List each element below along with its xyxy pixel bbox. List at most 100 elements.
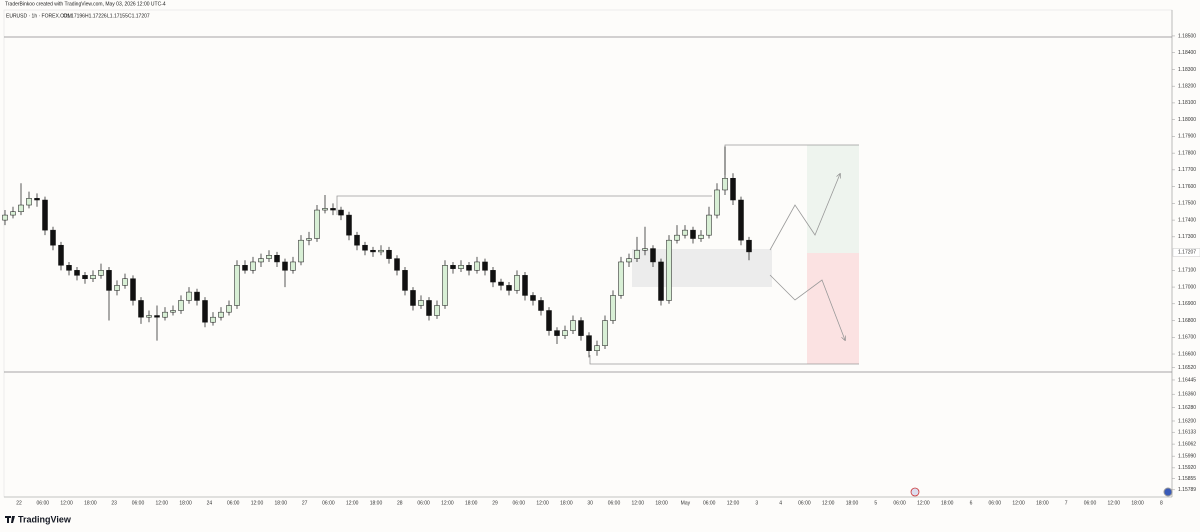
x-tick-label: 12:00	[1108, 500, 1121, 506]
candle-body	[658, 261, 664, 301]
settings-icon[interactable]	[1163, 487, 1173, 497]
y-tick-label: 1.16445	[1178, 377, 1196, 383]
candle-body	[666, 239, 672, 301]
logo: TradingView	[18, 514, 72, 524]
candle-body	[226, 305, 232, 313]
candle-body	[434, 305, 440, 316]
x-tick-label: 18:00	[84, 500, 97, 506]
x-tick-label: 12:00	[1012, 500, 1025, 506]
x-tick-label: 28	[397, 500, 403, 506]
x-tick-label: 18:00	[846, 500, 859, 506]
candle-body	[50, 229, 56, 246]
x-tick-label: 12:00	[632, 500, 645, 506]
candle-body	[506, 285, 512, 291]
candle-body	[722, 177, 728, 191]
y-tick-label: 1.18300	[1178, 67, 1196, 73]
plot-area	[3, 9, 1173, 498]
candle-body	[290, 261, 296, 271]
candle-body	[146, 315, 152, 318]
ohlc-close: C1.17207	[128, 13, 150, 19]
candle-body	[458, 265, 464, 269]
x-tick-label: 6	[970, 500, 973, 506]
candle-body	[634, 249, 640, 259]
candle-body	[378, 249, 384, 253]
candle-body	[354, 234, 360, 246]
y-tick-label: 1.18000	[1178, 117, 1196, 123]
candle-body	[34, 198, 40, 201]
target-zone	[807, 145, 859, 253]
candle-body	[90, 275, 96, 279]
candle-body	[562, 330, 568, 336]
x-tick-label: 12:00	[441, 500, 454, 506]
y-tick-label: 1.15920	[1178, 465, 1196, 471]
x-tick-label: 12:00	[251, 500, 264, 506]
x-tick-label: 06:00	[893, 500, 906, 506]
y-tick-label: 1.16700	[1178, 335, 1196, 341]
y-tick-label: 1.18500	[1178, 33, 1196, 39]
candle-body	[330, 208, 336, 211]
candle-body	[490, 270, 496, 283]
candle-body	[314, 209, 320, 239]
y-tick-label: 1.16600	[1178, 351, 1196, 357]
y-tick-label: 1.16133	[1178, 430, 1196, 436]
y-tick-label: 1.15789	[1178, 487, 1196, 493]
x-tick-label: 24	[207, 500, 213, 506]
candle-body	[210, 316, 216, 323]
x-tick-label: 06:00	[417, 500, 430, 506]
candle-body	[138, 300, 144, 318]
x-tick-label: 30	[587, 500, 593, 506]
candle-body	[306, 238, 312, 241]
y-tick-label: 1.16520	[1178, 365, 1196, 371]
path-up	[769, 174, 840, 251]
candle-body	[610, 295, 616, 321]
x-tick-label: 18:00	[370, 500, 383, 506]
y-tick-label: 1.18400	[1178, 50, 1196, 56]
candle-body	[298, 239, 304, 263]
x-tick-label: 22	[16, 500, 22, 506]
path-down	[769, 274, 845, 340]
candle-body	[682, 229, 688, 236]
x-tick-label: 06:00	[703, 500, 716, 506]
candle-body	[122, 278, 128, 286]
candle-body	[282, 261, 288, 271]
x-tick-label: 06:00	[37, 500, 50, 506]
x-tick-label: 12:00	[536, 500, 549, 506]
candle-body	[746, 239, 752, 253]
y-tick-label: 1.16062	[1178, 441, 1196, 447]
candle-body	[82, 275, 88, 279]
candle-body	[266, 255, 272, 259]
candle-body	[570, 320, 576, 331]
logo-icon	[5, 516, 15, 523]
y-tick-label: 1.17100	[1178, 268, 1196, 274]
candle-body	[442, 265, 448, 306]
candle-body	[162, 311, 168, 318]
x-tick-label: 12:00	[156, 500, 169, 506]
x-tick-label: 12:00	[60, 500, 73, 506]
y-tick-label: 1.17400	[1178, 217, 1196, 223]
candle-body	[594, 345, 600, 351]
symbol: EURUSD · 1h · FOREX.COM	[6, 13, 72, 19]
event-icon[interactable]	[910, 487, 920, 497]
x-tick-label: 23	[111, 500, 117, 506]
y-tick-label: 1.16900	[1178, 301, 1196, 307]
x-tick-label: 18:00	[941, 500, 954, 506]
candle-body	[530, 295, 536, 301]
candle-body	[522, 275, 528, 296]
x-tick-label: 5	[874, 500, 877, 506]
candle-body	[130, 278, 136, 301]
range-line	[336, 195, 712, 215]
candle-body	[74, 270, 80, 276]
y-tick-label: 1.17300	[1178, 234, 1196, 240]
y-tick-label: 1.17700	[1178, 167, 1196, 173]
candle-body	[18, 204, 24, 212]
y-tick-label: 1.17900	[1178, 134, 1196, 140]
x-tick-label: 18:00	[1036, 500, 1049, 506]
candle-body	[690, 229, 696, 239]
x-tick-label: 18:00	[179, 500, 192, 506]
x-tick-label: 4	[779, 500, 782, 506]
x-tick-label: 06:00	[989, 500, 1002, 506]
credit: TraderBinkoo created with TradingView.co…	[5, 1, 166, 7]
range-line	[589, 355, 859, 365]
last-price-box	[1172, 248, 1200, 257]
